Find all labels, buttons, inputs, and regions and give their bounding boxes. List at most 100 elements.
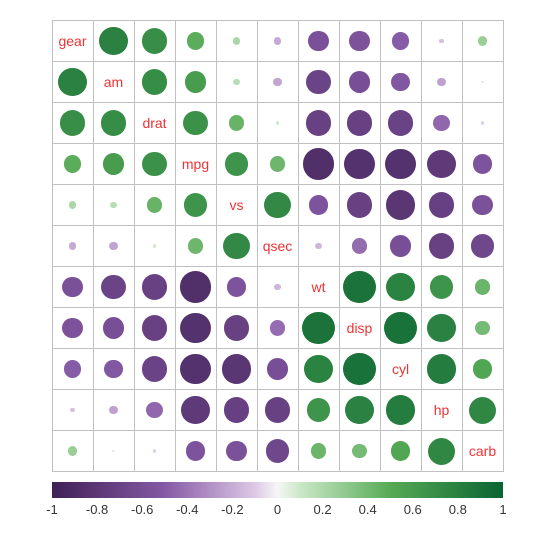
correlation-circle	[273, 78, 281, 86]
correlation-circle	[146, 402, 162, 418]
correlation-circle	[386, 395, 416, 425]
colorbar-tick-label: 1	[488, 502, 518, 517]
matrix-cell: disp	[340, 308, 381, 349]
matrix-cell	[422, 21, 463, 62]
correlation-circle	[345, 396, 373, 424]
correlation-circle	[223, 233, 250, 260]
matrix-cell	[463, 226, 504, 267]
colorbar-ticks: -1-0.8-0.6-0.4-0.200.20.40.60.81	[52, 502, 503, 517]
matrix-cell	[217, 431, 258, 472]
correlation-circle	[103, 317, 124, 338]
correlation-circle	[103, 153, 125, 175]
matrix-cell	[176, 390, 217, 431]
colorbar-container: -1-0.8-0.6-0.4-0.200.20.40.60.81	[52, 482, 503, 517]
correlation-circle	[180, 354, 211, 385]
matrix-cell	[258, 349, 299, 390]
matrix-cell	[53, 267, 94, 308]
correlation-circle	[427, 314, 455, 342]
correlation-circle	[181, 396, 209, 424]
matrix-cell	[176, 308, 217, 349]
colorbar-gradient	[52, 482, 503, 498]
matrix-cell	[258, 62, 299, 103]
correlation-circle	[104, 360, 123, 379]
matrix-cell	[463, 62, 504, 103]
matrix-cell	[94, 185, 135, 226]
matrix-cell	[422, 185, 463, 226]
correlation-circle	[430, 275, 454, 299]
correlation-circle	[481, 121, 484, 124]
correlation-circle	[349, 31, 369, 51]
correlation-circle	[101, 275, 126, 300]
matrix-cell	[176, 431, 217, 472]
matrix-cell	[340, 103, 381, 144]
matrix-cell	[422, 103, 463, 144]
variable-label: vs	[230, 197, 244, 213]
variable-label: qsec	[263, 238, 293, 254]
correlation-circle	[112, 450, 114, 452]
matrix-cell	[94, 431, 135, 472]
matrix-cell	[381, 390, 422, 431]
matrix-cell	[94, 349, 135, 390]
correlation-circle	[153, 449, 156, 452]
correlation-circle	[391, 441, 410, 460]
colorbar-tick-label: 0.6	[398, 502, 428, 517]
matrix-cell	[217, 103, 258, 144]
matrix-cell	[53, 62, 94, 103]
matrix-cell	[299, 62, 340, 103]
matrix-cell	[463, 308, 504, 349]
correlation-circle	[188, 238, 203, 253]
correlation-circle	[343, 271, 375, 303]
correlation-circle	[265, 397, 291, 423]
matrix-cell: wt	[299, 267, 340, 308]
matrix-cell	[299, 308, 340, 349]
correlation-circle	[186, 441, 206, 461]
matrix-cell	[53, 103, 94, 144]
correlation-circle	[309, 195, 329, 215]
matrix-cell: am	[94, 62, 135, 103]
correlation-circle	[472, 195, 493, 216]
correlation-circle	[270, 320, 285, 335]
matrix-cell	[340, 62, 381, 103]
matrix-cell	[217, 390, 258, 431]
correlation-circle	[224, 397, 250, 423]
matrix-cell	[217, 144, 258, 185]
colorbar-tick-label: -1	[37, 502, 67, 517]
matrix-cell	[94, 308, 135, 349]
matrix-cell	[299, 390, 340, 431]
matrix-cell	[258, 21, 299, 62]
correlation-circle	[315, 243, 321, 249]
correlation-circle	[233, 79, 239, 85]
matrix-cell	[94, 226, 135, 267]
matrix-cell	[176, 103, 217, 144]
correlation-circle	[473, 359, 492, 378]
correlation-circle	[392, 32, 410, 50]
matrix-cell	[381, 308, 422, 349]
matrix-cell	[258, 390, 299, 431]
matrix-cell	[53, 390, 94, 431]
variable-label: drat	[142, 115, 166, 131]
matrix-cell	[340, 226, 381, 267]
correlation-circle	[180, 271, 211, 302]
correlation-circle	[343, 353, 375, 385]
matrix-cell: hp	[422, 390, 463, 431]
matrix-cell	[299, 185, 340, 226]
correlation-circle	[469, 397, 496, 424]
correlation-circle	[471, 234, 495, 258]
correlation-circle	[352, 444, 366, 458]
matrix-cell	[258, 267, 299, 308]
matrix-cell: mpg	[176, 144, 217, 185]
correlation-circle	[227, 277, 247, 297]
matrix-cell	[135, 144, 176, 185]
matrix-cell	[217, 267, 258, 308]
matrix-cell	[422, 349, 463, 390]
correlation-circle	[427, 354, 457, 384]
matrix-cell	[135, 308, 176, 349]
matrix-cell	[381, 431, 422, 472]
correlation-circle	[386, 190, 415, 219]
variable-label: disp	[347, 320, 373, 336]
correlation-circle	[225, 152, 249, 176]
matrix-cell	[299, 226, 340, 267]
correlation-circle	[64, 155, 81, 172]
correlation-circle	[439, 39, 444, 44]
matrix-cell	[176, 226, 217, 267]
